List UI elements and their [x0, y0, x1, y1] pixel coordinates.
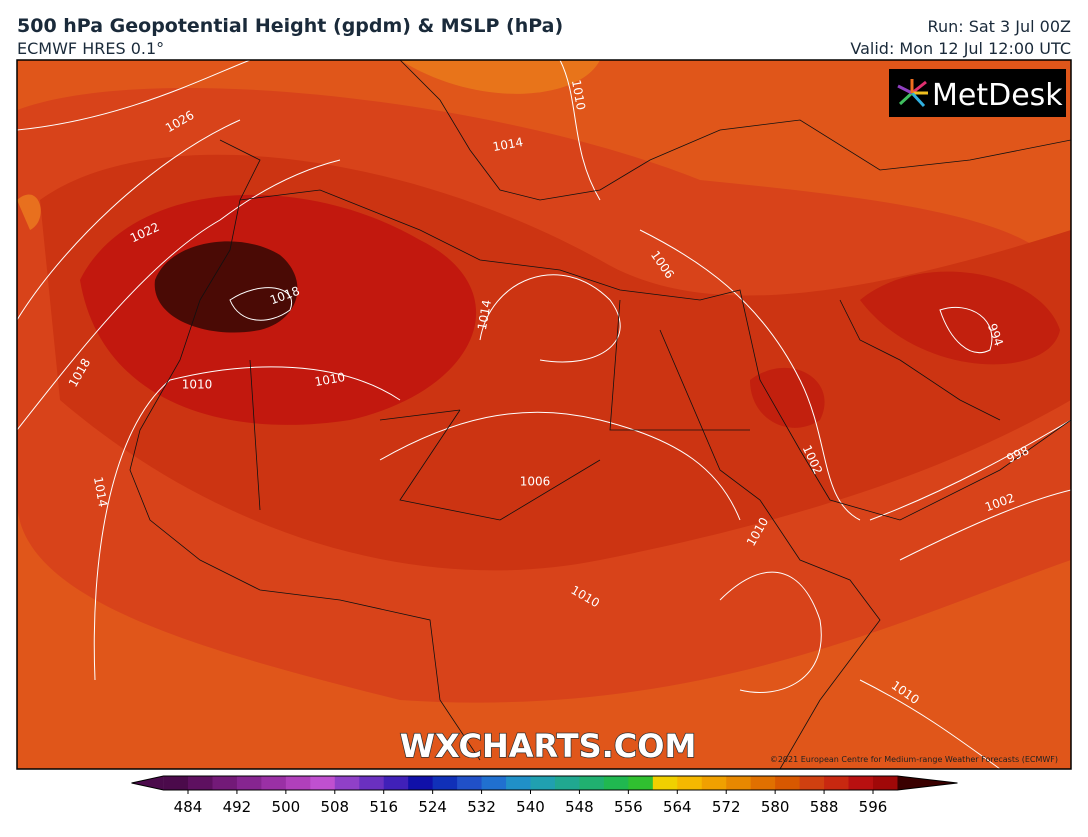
color-swatch — [799, 776, 825, 790]
color-swatch — [408, 776, 434, 790]
colorbar-tick-label: 500 — [272, 798, 301, 816]
isobars — [17, 60, 1071, 769]
colorbar-tick-label: 588 — [810, 798, 839, 816]
color-swatch — [701, 776, 727, 790]
colorbar-tick-label: 508 — [320, 798, 349, 816]
logo-text: MetDesk — [932, 78, 1063, 113]
color-swatch — [579, 776, 605, 790]
contour-label: 1010 — [182, 378, 213, 392]
color-swatch — [775, 776, 801, 790]
height-band — [400, 60, 600, 94]
colorbar-tick-label: 516 — [369, 798, 398, 816]
colorbar-tick-label: 548 — [565, 798, 594, 816]
color-swatch — [530, 776, 556, 790]
logo-icon — [897, 79, 928, 108]
color-swatch — [334, 776, 360, 790]
colorbar-tick-label: 580 — [761, 798, 790, 816]
colorbar-arrow — [131, 776, 164, 790]
height-band — [17, 194, 41, 230]
subtitle: ECMWF HRES 0.1° — [17, 39, 164, 58]
color-swatch — [310, 776, 336, 790]
watermark: WXCHARTS.COM — [400, 727, 697, 765]
color-swatch — [359, 776, 385, 790]
height-band — [860, 271, 1060, 365]
color-swatch — [603, 776, 629, 790]
color-swatch — [677, 776, 703, 790]
colorbar-frame — [131, 775, 958, 791]
color-swatch — [506, 776, 531, 790]
run-time: Run: Sat 3 Jul 00Z — [928, 17, 1071, 36]
colorbar-tick-label: 572 — [712, 798, 741, 816]
copyright: ©2021 European Centre for Medium-range W… — [770, 755, 1058, 764]
color-swatch — [261, 776, 287, 790]
colorbar-tick-label: 532 — [467, 798, 496, 816]
colorbar-tick-label: 556 — [614, 798, 643, 816]
color-swatch — [236, 776, 262, 790]
colorbar-tick-label: 596 — [859, 798, 888, 816]
colorbar-tick-label: 492 — [223, 798, 252, 816]
color-swatch — [848, 776, 874, 790]
colorbar-tick-label: 564 — [663, 798, 692, 816]
color-swatch — [873, 776, 898, 790]
color-swatch — [285, 776, 311, 790]
color-swatch — [628, 776, 654, 790]
title: 500 hPa Geopotential Height (gpdm) & MSL… — [17, 15, 563, 37]
height-max — [154, 241, 298, 333]
colorbar-arrow — [897, 776, 958, 790]
color-swatch — [163, 776, 189, 790]
color-swatch — [432, 776, 458, 790]
coastlines — [129, 60, 1071, 769]
color-swatch — [383, 776, 409, 790]
contour-label: 1010 — [569, 79, 588, 112]
colorbar-tick-label: 540 — [516, 798, 545, 816]
valid-time: Valid: Mon 12 Jul 12:00 UTC — [850, 39, 1071, 58]
color-swatch — [726, 776, 752, 790]
color-swatch — [188, 776, 213, 790]
map-frame — [16, 59, 1072, 770]
contour-label: 1010 — [314, 370, 347, 389]
color-swatch — [457, 776, 483, 790]
color-swatch — [212, 776, 238, 790]
contour-label: 1014 — [492, 135, 525, 154]
contour-label: 1006 — [520, 475, 551, 489]
height-band — [750, 367, 825, 428]
color-swatch — [554, 776, 580, 790]
contour-label: 1014 — [91, 476, 110, 509]
color-swatch — [481, 776, 507, 790]
colorbar: 484 492 500 508 516 524 532 540 548 556 564 572 580 5… — [131, 775, 958, 816]
color-swatch — [750, 776, 776, 790]
colorbar-tick-label: 484 — [174, 798, 203, 816]
color-swatch — [652, 776, 678, 790]
colorbar-tick-label: 524 — [418, 798, 447, 816]
contour-label: 1014 — [475, 299, 494, 332]
color-swatch — [824, 776, 850, 790]
